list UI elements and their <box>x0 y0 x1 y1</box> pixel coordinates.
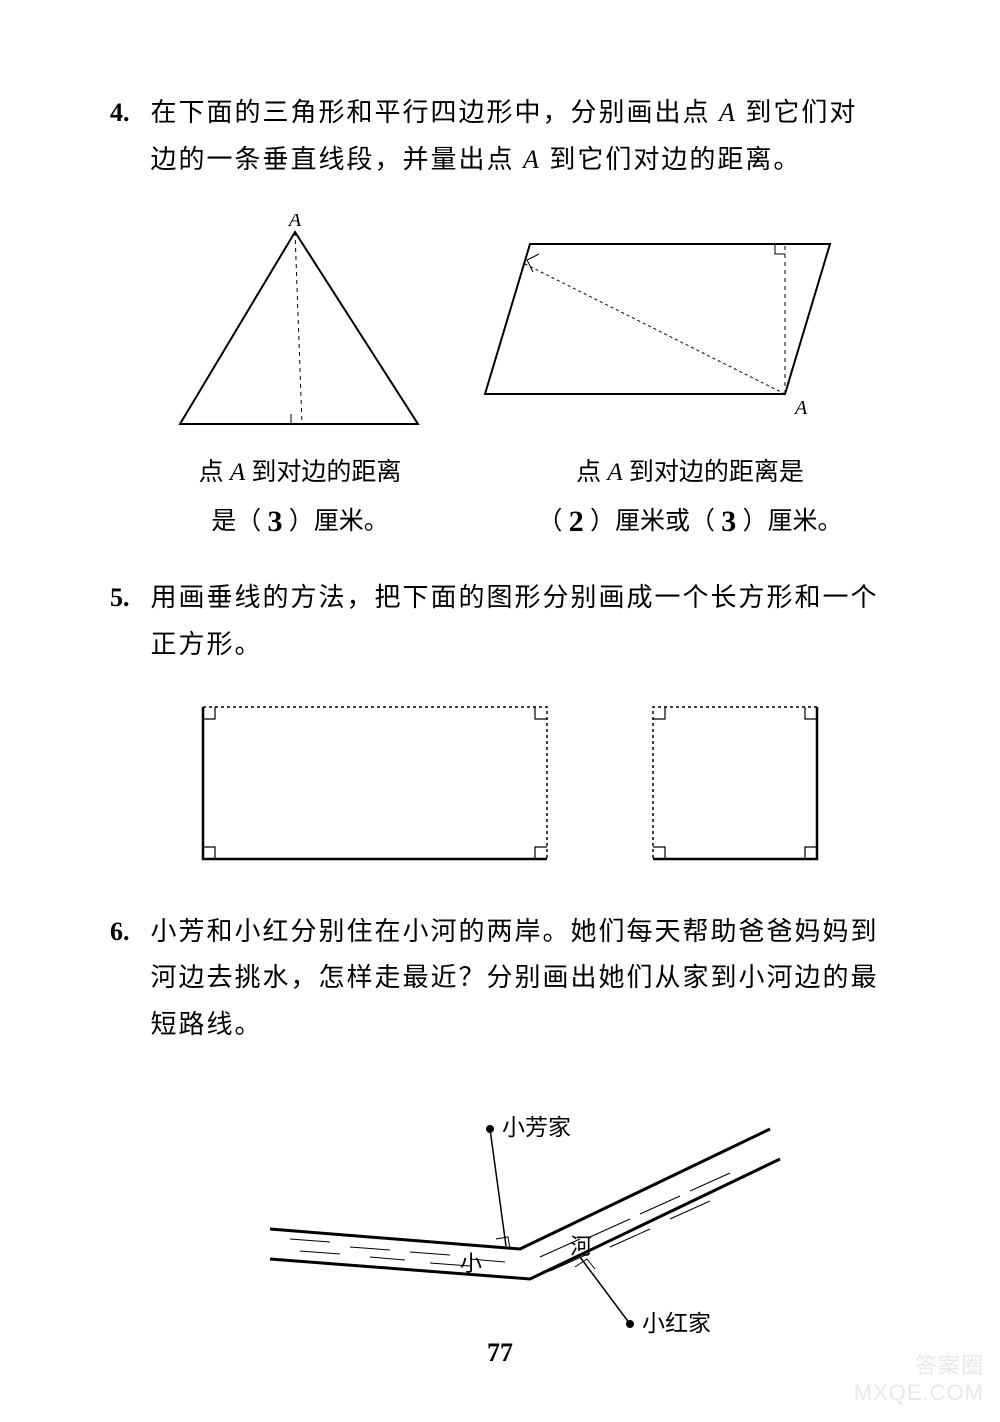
river-label-right: 河 <box>570 1234 592 1259</box>
river-label-left: 小 <box>460 1251 482 1276</box>
problem-4-number: 4. <box>110 90 144 137</box>
q4-triangle: A <box>150 214 440 444</box>
q4-captions: 点 A 到对边的距离 是（ 3 ）厘米。 点 A 到对边的距离是 （ 2 ）厘米… <box>110 452 910 546</box>
q4-text-1: 在下面的三角形和平行四边形中，分别画出点 <box>151 98 720 127</box>
q4-caption-left: 点 A 到对边的距离 是（ 3 ）厘米。 <box>135 452 465 546</box>
problem-6-number: 6. <box>110 909 144 956</box>
q5-rectangle <box>195 699 555 869</box>
q4-cap-left-line1: 点 A 到对边的距离 <box>135 452 465 495</box>
parallelogram-label-A: A <box>793 397 808 419</box>
watermark-line2: MXQE.COM <box>854 1380 984 1406</box>
q4-cr-p1: （ <box>537 508 568 535</box>
q4-text-3: 到它们对边的距离。 <box>541 145 802 174</box>
q4-cl-answer: 3 <box>268 496 283 547</box>
q4-cr-a2: 3 <box>721 496 736 547</box>
problem-5-number: 5. <box>110 575 144 622</box>
problem-5-text: 用画垂线的方法，把下面的图形分别画成一个长方形和一个正方形。 <box>151 575 881 669</box>
q4-cr-a1: 2 <box>569 496 584 547</box>
q4-parallelogram: A <box>470 214 870 424</box>
page-number: 77 <box>0 1338 1000 1368</box>
q4-A-1: A <box>719 98 737 127</box>
q4-A-2: A <box>523 145 541 174</box>
q4-cap-right-line1: 点 A 到对边的距离是 <box>495 452 885 495</box>
problem-6-text: 小芳和小红分别住在小河的两岸。她们每天帮助爸爸妈妈到河边去挑水，怎样走最近？分别… <box>151 909 881 1049</box>
q4-caption-right: 点 A 到对边的距离是 （ 2 ）厘米或（ 3 ）厘米。 <box>495 452 885 546</box>
q4-cr-p3: ）厘米。 <box>736 508 842 535</box>
q4-cl-prefix: 是（ <box>211 508 267 535</box>
triangle-label-A: A <box>287 214 302 231</box>
q4-cr-p2: ）厘米或（ <box>584 508 722 535</box>
problem-6: 6. 小芳和小红分别住在小河的两岸。她们每天帮助爸爸妈妈到河边去挑水，怎样走最近… <box>110 909 910 1049</box>
problem-4-text: 在下面的三角形和平行四边形中，分别画出点 A 到它们对边的一条垂直线段，并量出点… <box>151 90 881 184</box>
q6-river-figure: 小 河 小芳家 小红家 <box>230 1079 790 1349</box>
q5-figures <box>110 699 910 869</box>
problem-5: 5. 用画垂线的方法，把下面的图形分别画成一个长方形和一个正方形。 <box>110 575 910 669</box>
xiaofang-label: 小芳家 <box>502 1115 571 1140</box>
problem-4: 4. 在下面的三角形和平行四边形中，分别画出点 A 到它们对边的一条垂直线段，并… <box>110 90 910 184</box>
xiaohong-label: 小红家 <box>642 1311 711 1336</box>
q4-figures: A A <box>110 214 910 444</box>
q5-square <box>645 699 825 869</box>
q6-figure-wrap: 小 河 小芳家 小红家 <box>110 1079 910 1349</box>
watermark: 答案圈 MXQE.COM <box>854 1353 984 1406</box>
q4-cl-suffix: ）厘米。 <box>283 508 389 535</box>
q4-cap-left-line2: 是（ 3 ）厘米。 <box>135 494 465 545</box>
page: 4. 在下面的三角形和平行四边形中，分别画出点 A 到它们对边的一条垂直线段，并… <box>0 0 1000 1422</box>
watermark-line1: 答案圈 <box>854 1353 984 1379</box>
q4-cap-right-line2: （ 2 ）厘米或（ 3 ）厘米。 <box>495 494 885 545</box>
